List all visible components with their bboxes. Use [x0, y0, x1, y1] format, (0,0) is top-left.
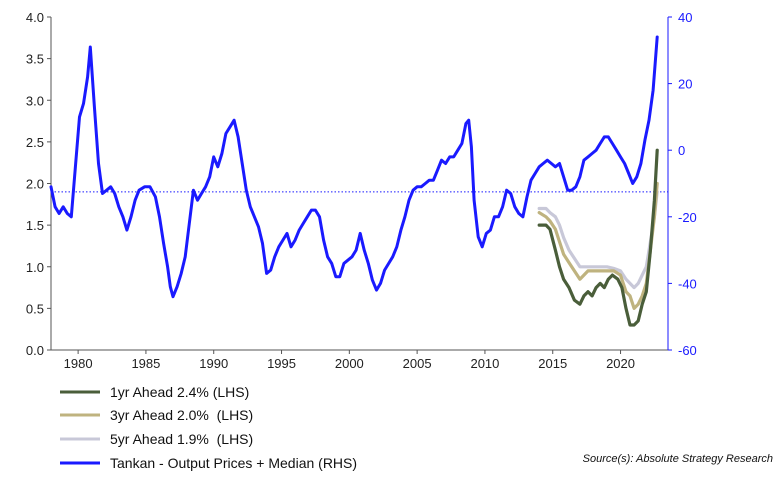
right-tick-label: 0 — [678, 143, 685, 158]
left-tick-label: 3.5 — [26, 52, 44, 67]
legend-label-5yr: 5yr Ahead 1.9% (LHS) — [110, 431, 253, 447]
series-line-5yr — [537, 190, 659, 290]
x-tick-label: 1990 — [199, 356, 228, 371]
x-tick-label: 1985 — [131, 356, 160, 371]
legend-item-3yr: 3yr Ahead 2.0% (LHS) — [60, 407, 253, 423]
series-line-tankan — [49, 35, 659, 299]
left-tick-label: 3.0 — [26, 93, 44, 108]
plot-area: 0.0 0.5 1.0 1.5 2.0 2.5 3.0 3.5 4.0 -60 -40 -20 0 20… — [26, 10, 697, 371]
x-axis-ticks: 1980 1985 1990 1995 2000 2005 2010 2015 2020 — [64, 350, 635, 371]
left-tick-label: 4.0 — [26, 10, 44, 25]
left-tick-label: 0.5 — [26, 301, 44, 316]
source-note: Source(s): Absolute Strategy Research — [583, 453, 773, 465]
legend-label-3yr: 3yr Ahead 2.0% (LHS) — [110, 407, 253, 423]
legend-item-tankan: Tankan - Output Prices + Median (RHS) — [60, 455, 357, 471]
right-axis-ticks: -60 -40 -20 0 20 40 — [668, 10, 697, 358]
x-tick-label: 2005 — [403, 356, 432, 371]
series-line-1yr — [537, 148, 659, 327]
left-axis-ticks: 0.0 0.5 1.0 1.5 2.0 2.5 3.0 3.5 4.0 — [26, 10, 51, 358]
legend: 1yr Ahead 2.4% (LHS) 3yr Ahead 2.0% (LHS… — [60, 384, 357, 471]
x-tick-label: 2015 — [538, 356, 567, 371]
series-layer — [49, 35, 659, 327]
series-line-3yr — [537, 181, 659, 310]
left-tick-label: 1.5 — [26, 218, 44, 233]
right-tick-label: -60 — [678, 343, 697, 358]
legend-item-1yr: 1yr Ahead 2.4% (LHS) — [60, 384, 249, 400]
x-tick-label: 2010 — [470, 356, 499, 371]
left-tick-label: 1.0 — [26, 260, 44, 275]
left-tick-label: 2.0 — [26, 177, 44, 192]
x-tick-label: 2000 — [335, 356, 364, 371]
right-tick-label: 40 — [678, 10, 692, 25]
x-tick-label: 2020 — [606, 356, 635, 371]
legend-label-tankan: Tankan - Output Prices + Median (RHS) — [110, 455, 357, 471]
x-tick-label: 1995 — [267, 356, 296, 371]
right-tick-label: -40 — [678, 276, 697, 291]
legend-label-1yr: 1yr Ahead 2.4% (LHS) — [110, 384, 249, 400]
right-tick-label: -20 — [678, 210, 697, 225]
left-tick-label: 2.5 — [26, 135, 44, 150]
right-tick-label: 20 — [678, 77, 692, 92]
legend-item-5yr: 5yr Ahead 1.9% (LHS) — [60, 431, 253, 447]
x-tick-label: 1980 — [64, 356, 93, 371]
left-tick-label: 0.0 — [26, 343, 44, 358]
